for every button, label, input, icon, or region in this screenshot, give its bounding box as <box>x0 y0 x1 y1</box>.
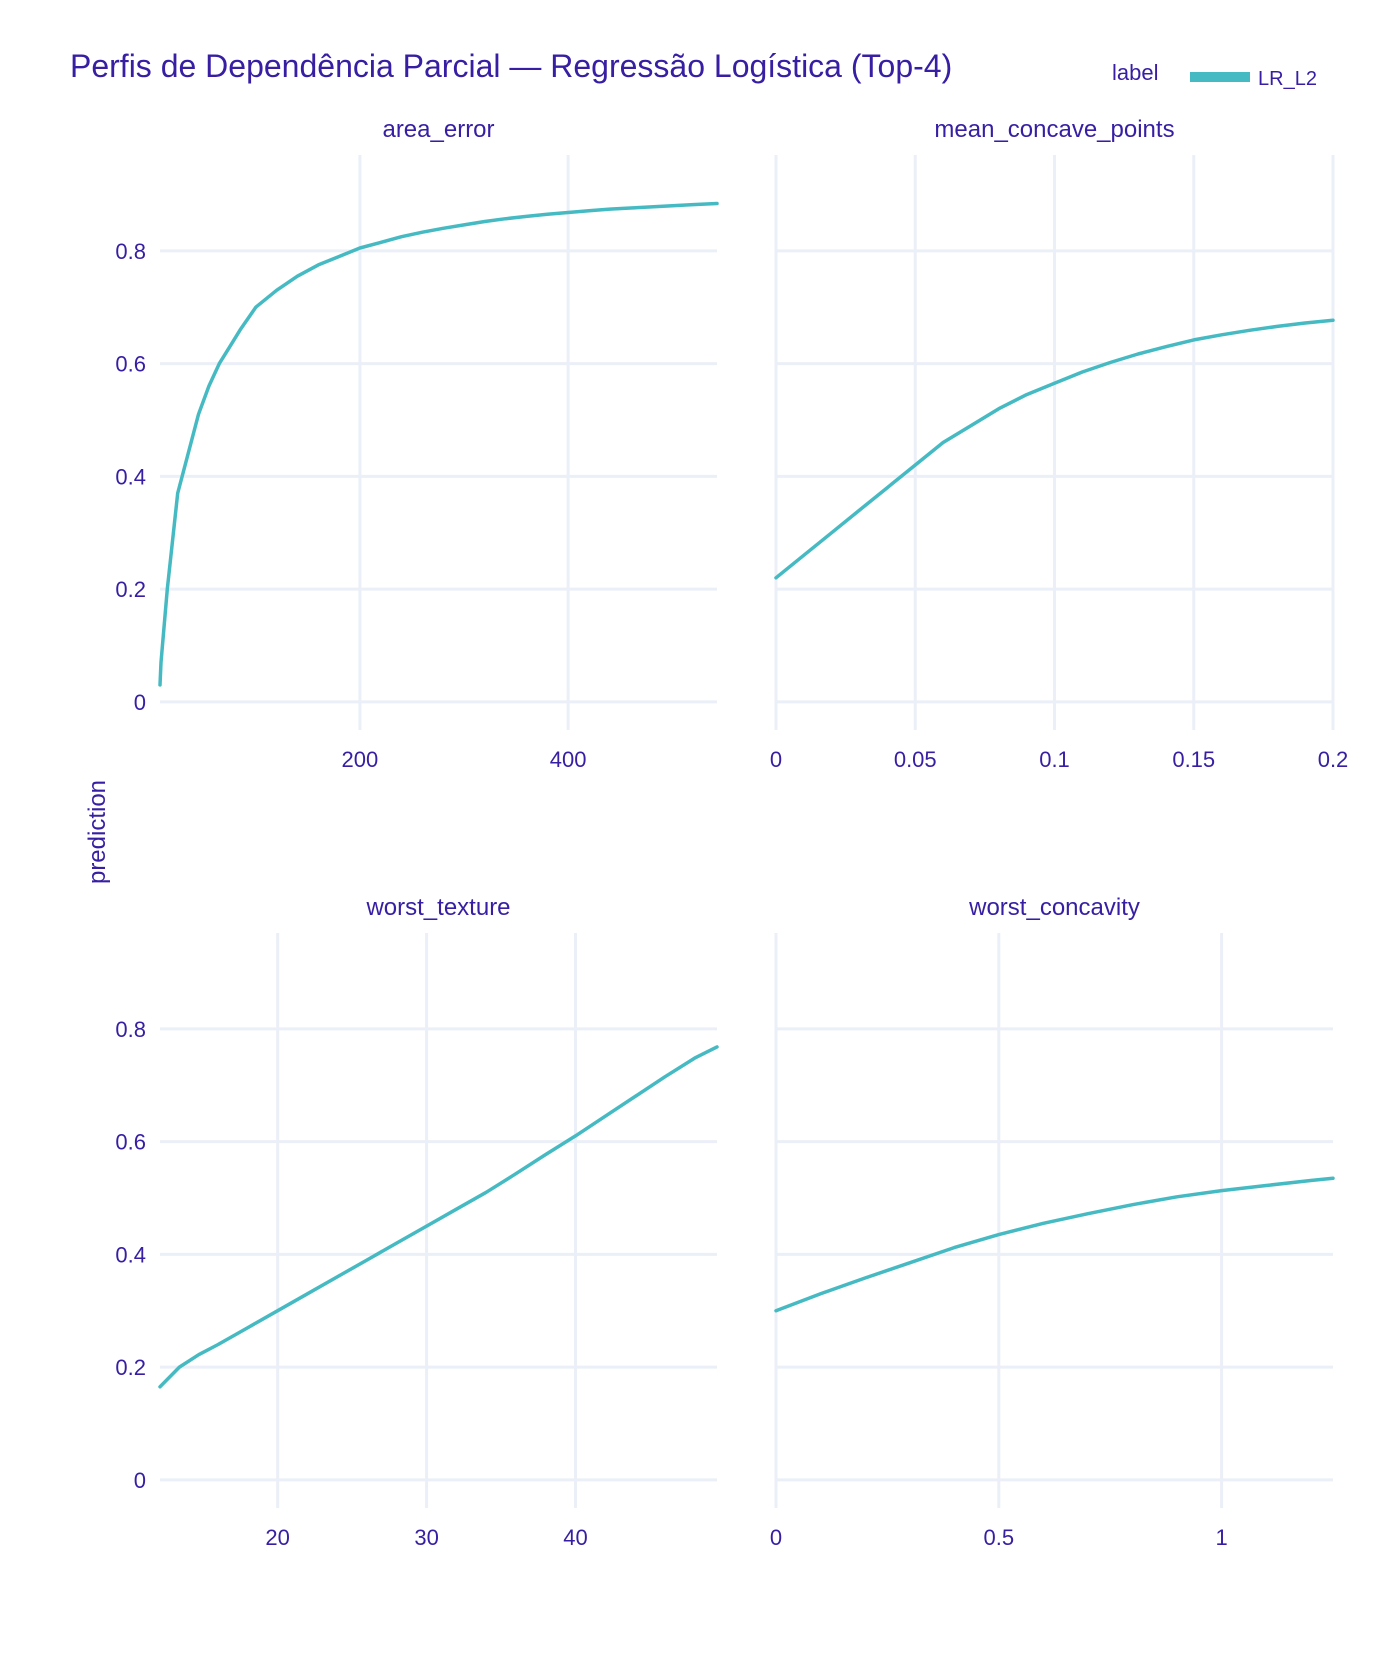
y-tick-label: 0.6 <box>115 1130 146 1155</box>
panel-worst-concavity: worst_concavity 0 0.5 1 <box>770 894 1335 1550</box>
panel-title: area_error <box>382 116 494 143</box>
panel-mean-concave-points: mean_concave_points 0 0.05 0.1 0.15 0.2 <box>770 116 1348 772</box>
y-axis-label: prediction <box>84 780 111 884</box>
x-tick-label: 20 <box>265 1525 289 1550</box>
x-tick-label: 0.2 <box>1318 747 1349 772</box>
legend-label-lr-l2: LR_L2 <box>1258 68 1317 90</box>
panel-title: mean_concave_points <box>934 116 1174 143</box>
series-line-lr-l2[interactable] <box>774 318 1335 580</box>
x-tick-label: 40 <box>563 1525 587 1550</box>
series-line-lr-l2[interactable] <box>158 201 719 687</box>
panel-worst-texture: worst_texture 0 0.2 0.4 0.6 0.8 20 30 40 <box>115 894 719 1550</box>
y-tick-label: 0.2 <box>115 1355 146 1380</box>
series-line-lr-l2[interactable] <box>158 1045 719 1389</box>
x-tick-label: 0.05 <box>894 747 937 772</box>
y-tick-label: 0.4 <box>115 464 146 489</box>
y-tick-label: 0.2 <box>115 577 146 602</box>
legend[interactable]: label LR_L2 <box>1112 60 1317 90</box>
x-tick-label: 400 <box>550 747 587 772</box>
x-tick-label: 200 <box>342 747 379 772</box>
series-line-lr-l2[interactable] <box>774 1176 1335 1313</box>
x-tick-label: 0.5 <box>984 1525 1015 1550</box>
x-tick-label: 0.1 <box>1039 747 1070 772</box>
panel-area-error: area_error 0 0.2 0.4 0.6 0.8 200 400 <box>115 116 719 772</box>
legend-title: label <box>1112 60 1158 85</box>
x-tick-label: 30 <box>414 1525 438 1550</box>
x-tick-label: 0 <box>770 747 782 772</box>
y-tick-label: 0 <box>134 1468 146 1493</box>
y-tick-label: 0.6 <box>115 352 146 377</box>
x-tick-label: 1 <box>1215 1525 1227 1550</box>
chart-title: Perfis de Dependência Parcial — Regressã… <box>70 48 952 84</box>
y-tick-label: 0.4 <box>115 1242 146 1267</box>
x-tick-label: 0.15 <box>1172 747 1215 772</box>
y-tick-label: 0.8 <box>115 1017 146 1042</box>
y-tick-label: 0.8 <box>115 239 146 264</box>
y-tick-label: 0 <box>134 690 146 715</box>
x-tick-label: 0 <box>770 1525 782 1550</box>
panel-title: worst_texture <box>365 894 510 921</box>
panel-title: worst_concavity <box>968 894 1140 921</box>
